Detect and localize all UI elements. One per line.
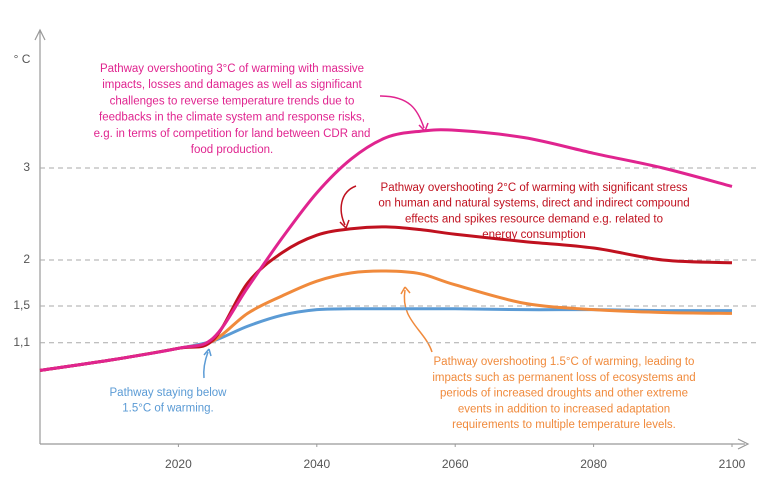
x-tick-label: 2100 bbox=[719, 457, 746, 471]
y-axis-label: ° C bbox=[14, 52, 31, 66]
arrow-head bbox=[339, 219, 350, 229]
series-line bbox=[39, 128, 733, 372]
y-tick-label: 3 bbox=[23, 160, 30, 174]
y-axis-arrow bbox=[34, 28, 46, 41]
arrow bbox=[203, 351, 209, 379]
annotation-text: impacts such as permanent loss of ecosys… bbox=[432, 372, 695, 384]
annotation-text: periods of increased droughts and other … bbox=[440, 388, 688, 400]
annotation-text: Pathway overshooting 2°C of warming with… bbox=[381, 182, 688, 194]
y-tick-label: 2 bbox=[23, 252, 30, 266]
annotation-text: Pathway overshooting 3°C of warming with… bbox=[100, 63, 364, 75]
annotation-text: Pathway overshooting 1.5°C of warming, l… bbox=[434, 356, 695, 368]
x-tick-label: 2020 bbox=[165, 457, 192, 471]
arrow-head bbox=[203, 348, 212, 357]
x-tick-label: 2060 bbox=[442, 457, 469, 471]
x-axis-arrow bbox=[737, 438, 750, 450]
annotation-text: feedbacks in the climate system and resp… bbox=[99, 112, 365, 124]
annotation-text: Pathway staying below bbox=[110, 387, 228, 399]
annotation-text: energy consumption bbox=[482, 229, 586, 241]
x-tick-label: 2040 bbox=[303, 457, 330, 471]
y-tick-label: 1,1 bbox=[13, 335, 30, 349]
annotation-text: requirements to multiple temperature lev… bbox=[452, 419, 676, 431]
annotation-text: food production. bbox=[191, 144, 273, 156]
series-line bbox=[39, 225, 733, 372]
y-tick-label: 1,5 bbox=[13, 298, 30, 312]
arrow bbox=[340, 185, 357, 226]
annotation-text: e.g. in terms of competition for land be… bbox=[94, 128, 371, 140]
x-tick-label: 2080 bbox=[580, 457, 607, 471]
arrow bbox=[379, 95, 425, 129]
annotation-text: impacts, losses and damages as well as s… bbox=[102, 79, 362, 91]
annotation-text: effects and spikes resource demand e.g. … bbox=[405, 213, 663, 225]
annotation-text: challenges to reverse temperature trends… bbox=[110, 95, 355, 107]
annotation-text: events in addition to increased adaptati… bbox=[458, 403, 670, 415]
annotation-text: on human and natural systems, direct and… bbox=[378, 198, 689, 210]
annotation-text: 1.5°C of warming. bbox=[122, 403, 214, 415]
arrow-head bbox=[400, 286, 411, 295]
arrow bbox=[403, 289, 433, 353]
